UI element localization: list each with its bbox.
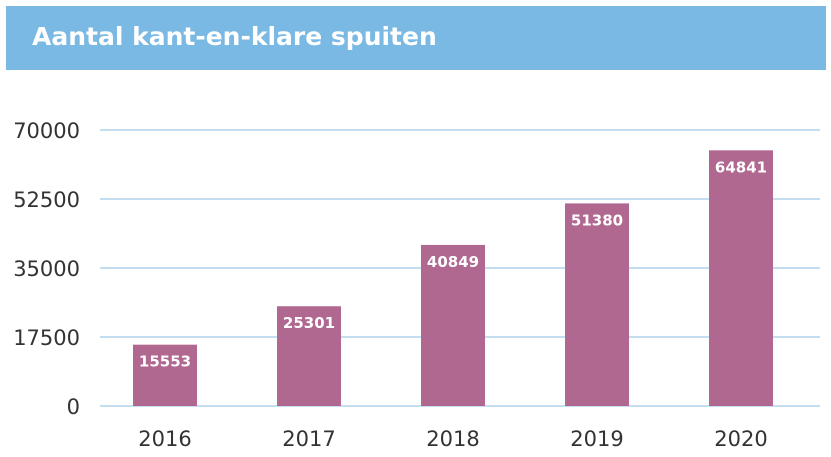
y-tick-label: 35000 — [13, 257, 80, 281]
y-tick-label: 52500 — [13, 188, 80, 212]
bar-value-label: 25301 — [283, 314, 335, 332]
bar-value-label: 40849 — [427, 253, 479, 271]
y-tick-label: 70000 — [13, 119, 80, 143]
bar-value-label: 64841 — [715, 158, 767, 176]
y-tick-label: 17500 — [13, 326, 80, 350]
x-tick-label: 2020 — [714, 427, 767, 451]
x-tick-label: 2019 — [570, 427, 623, 451]
x-tick-label: 2016 — [138, 427, 191, 451]
x-tick-label: 2018 — [426, 427, 479, 451]
bar — [565, 203, 629, 406]
y-tick-label: 0 — [67, 395, 80, 419]
chart-title-bar: Aantal kant-en-klare spuiten — [6, 6, 826, 70]
bar — [277, 306, 341, 406]
x-tick-label: 2017 — [282, 427, 335, 451]
bar-value-label: 15553 — [139, 353, 191, 371]
bar — [421, 244, 485, 406]
bar-value-label: 51380 — [571, 211, 623, 229]
chart-title: Aantal kant-en-klare spuiten — [32, 22, 437, 51]
bar — [133, 344, 197, 406]
bar — [709, 150, 773, 406]
